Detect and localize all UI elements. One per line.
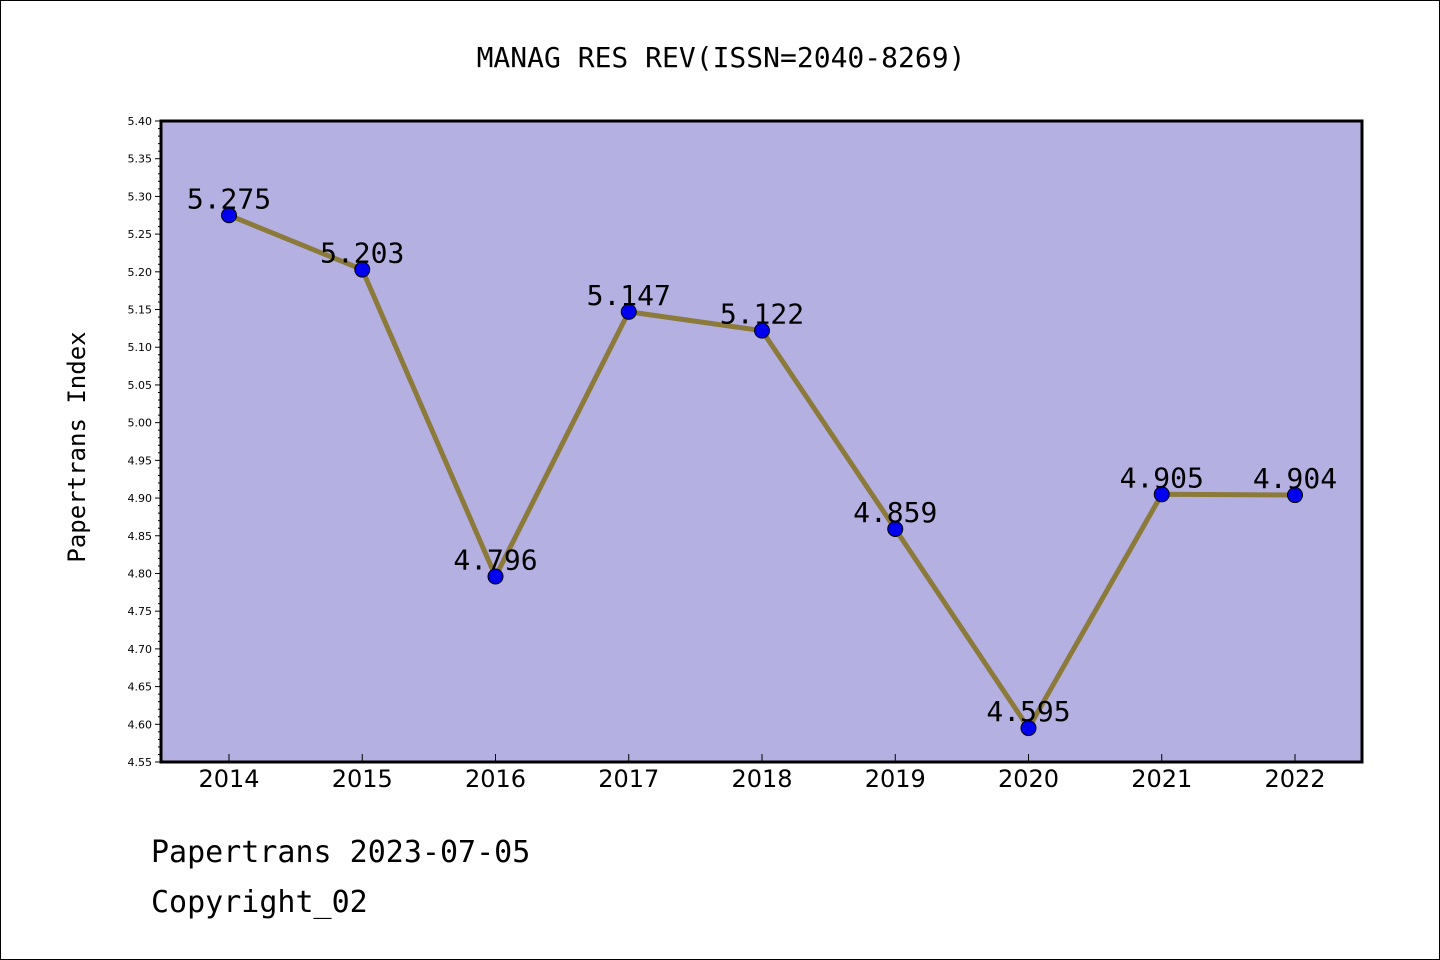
data-labels: 5.275 5.203 4.796 5.147 5.122 4.859 4.595 4.905… [187,182,1337,728]
data-label: 5.203 [320,237,404,270]
data-point [620,303,637,320]
y-tick-label: 5.20 [128,266,153,279]
y-tick-label: 5.15 [128,304,153,317]
x-tick-label: 2020 [998,765,1059,793]
y-tick-label: 5.25 [128,228,153,241]
y-tick-label: 5.10 [128,341,153,354]
footer-date-line: Papertrans 2023-07-05 [151,835,531,870]
y-axis-label: Papertrans Index [63,331,91,562]
y-tick-label: 4.85 [128,530,153,543]
x-tick-label: 2018 [731,765,792,793]
data-label: 5.275 [187,182,271,215]
y-tick-label: 5.00 [128,417,153,430]
y-tick-label: 5.40 [128,115,153,128]
y-tick-label: 4.70 [128,643,153,656]
data-point [354,261,371,278]
y-tick-label: 4.90 [128,492,153,505]
data-label: 5.147 [587,279,671,312]
plot-area [161,121,1362,762]
data-label: 4.859 [853,496,937,529]
chart-title: MANAG RES REV(ISSN=2040-8269) [477,41,966,74]
data-label: 5.122 [720,298,804,331]
data-point [754,322,770,339]
data-label: 4.904 [1253,462,1337,495]
x-tick-label: 2016 [465,765,526,793]
data-point [887,520,904,537]
x-tick-label: 2015 [332,765,393,793]
y-tick-label: 4.65 [128,681,153,694]
data-point [1287,487,1303,504]
y-tick-label: 4.75 [128,605,153,618]
y-axis-ticks: 4.55 4.60 4.65 4.70 4.75 4.80 4.85 4.90 4.95 5.00… [128,115,161,769]
data-label: 4.796 [453,543,537,576]
y-tick-label: 4.80 [128,567,153,580]
data-point [487,568,504,585]
data-point [221,207,237,224]
x-tick-label: 2017 [598,765,659,793]
y-tick-label: 5.30 [128,190,153,203]
x-axis-ticks: 2014 2015 2016 2017 2018 2019 2020 2021 2022 [198,754,1326,793]
y-tick-label: 4.55 [128,756,153,769]
y-tick-label: 4.95 [128,454,153,467]
x-tick-label: 2019 [865,765,926,793]
y-tick-label: 4.60 [128,718,153,731]
data-label: 4.905 [1120,461,1204,494]
plot-border [159,119,1364,764]
data-markers [221,207,1303,737]
data-point [1020,720,1037,737]
x-tick-label: 2021 [1131,765,1192,793]
data-point [1153,486,1170,503]
y-tick-label: 5.35 [128,153,153,166]
x-tick-label: 2022 [1264,765,1325,793]
x-tick-label: 2014 [198,765,259,793]
y-tick-label: 5.05 [128,379,153,392]
footer-copyright-line: Copyright_02 [151,885,368,920]
data-label: 4.595 [986,695,1070,728]
